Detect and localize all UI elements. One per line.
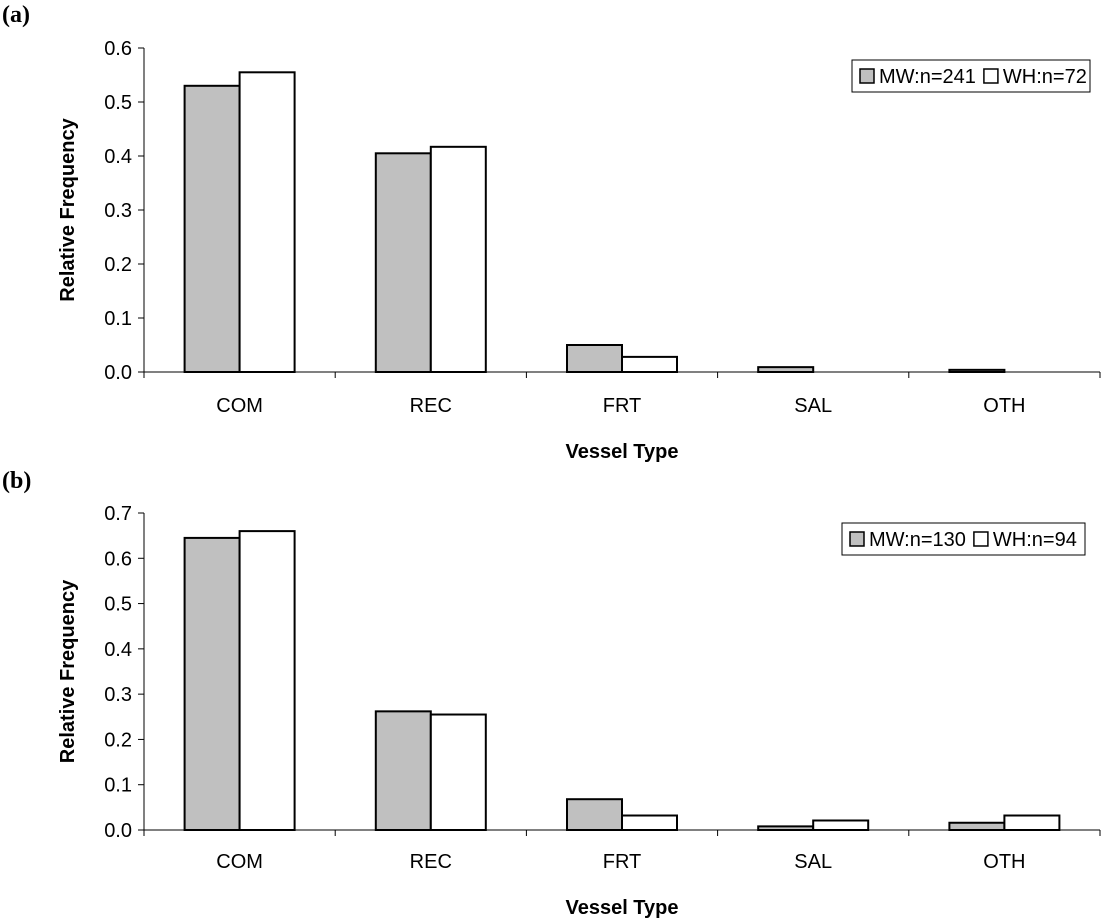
y-tick-label: 0.6 bbox=[104, 548, 132, 570]
y-tick-label: 0.1 bbox=[104, 308, 132, 330]
y-tick-label: 0.6 bbox=[104, 38, 132, 60]
x-tick-label: SAL bbox=[794, 395, 832, 417]
legend-entry-2: WH:n=94 bbox=[993, 529, 1077, 551]
x-tick-label: REC bbox=[410, 395, 452, 417]
legend-swatch-1 bbox=[859, 68, 875, 84]
bar-frt-series-2 bbox=[621, 355, 678, 374]
y-tick-label: 0.1 bbox=[104, 775, 132, 797]
y-axis-title: Relative Frequency bbox=[57, 117, 79, 301]
y-tick-label: 0.3 bbox=[104, 684, 132, 706]
bar-com-series-2 bbox=[238, 71, 296, 374]
bar-rec-series-1 bbox=[374, 710, 432, 832]
bar-frt-series-1 bbox=[566, 798, 623, 831]
x-tick-label: REC bbox=[410, 851, 452, 873]
y-tick-label: 0.4 bbox=[104, 639, 132, 661]
panel-label: (b) bbox=[2, 468, 31, 494]
y-tick-label: 0.4 bbox=[104, 146, 132, 168]
bar-sal-series-1 bbox=[757, 825, 815, 831]
legend-swatch-2 bbox=[973, 531, 989, 547]
bar-oth-series-2 bbox=[1003, 814, 1061, 831]
panel-label: (a) bbox=[2, 2, 30, 28]
x-tick-label: SAL bbox=[794, 851, 832, 873]
bar-com-series-1 bbox=[183, 536, 241, 832]
x-axis-title: Vessel Type bbox=[565, 897, 678, 919]
bar-rec-series-2 bbox=[429, 145, 487, 373]
legend: MW:n=130 WH:n=94 bbox=[841, 522, 1086, 556]
legend: MW:n=241 WH:n=72 bbox=[851, 59, 1091, 93]
y-tick-label: 0.0 bbox=[104, 362, 132, 384]
chart-panel-b: (b) COM REC FRT SAL OTH 0.0 0.1 0.2 0.3 0.4 0.5 0.6 0… bbox=[2, 468, 1101, 919]
bar-rec-series-1 bbox=[374, 152, 432, 373]
y-tick-label: 0.5 bbox=[104, 92, 132, 114]
legend-box bbox=[851, 59, 1091, 93]
y-tick-label: 0.5 bbox=[104, 594, 132, 616]
x-tick-label: OTH bbox=[983, 395, 1025, 417]
legend-entry-1: MW:n=241 bbox=[879, 66, 976, 88]
y-tick-label: 0.7 bbox=[104, 503, 132, 525]
x-tick-label: OTH bbox=[983, 851, 1025, 873]
bar-com-series-2 bbox=[238, 530, 296, 831]
y-tick-label: 0.2 bbox=[104, 729, 132, 751]
x-tick-label: FRT bbox=[603, 395, 642, 417]
legend-box bbox=[841, 522, 1086, 556]
bar-sal-series-1 bbox=[757, 366, 815, 374]
legend-entry-1: MW:n=130 bbox=[869, 529, 966, 551]
x-tick-label: COM bbox=[216, 851, 263, 873]
x-axis-title: Vessel Type bbox=[565, 441, 678, 463]
y-axis-title: Relative Frequency bbox=[57, 579, 79, 763]
x-tick-label: FRT bbox=[603, 851, 642, 873]
y-tick-label: 0.3 bbox=[104, 200, 132, 222]
bar-frt-series-1 bbox=[566, 344, 623, 373]
bar-oth-series-1 bbox=[948, 821, 1006, 831]
legend-swatch-2 bbox=[983, 68, 999, 84]
bar-sal-series-2 bbox=[812, 819, 870, 831]
bar-frt-series-2 bbox=[621, 814, 678, 831]
bar-rec-series-2 bbox=[429, 713, 487, 831]
y-tick-label: 0.2 bbox=[104, 254, 132, 276]
legend-entry-2: WH:n=72 bbox=[1003, 66, 1087, 88]
y-tick-label: 0.0 bbox=[104, 820, 132, 842]
chart-panel-a: (a) COM REC FRT SAL OTH 0.0 0.1 0.2 0.3 0.4 0.5 0.6 V… bbox=[2, 2, 1101, 463]
legend-swatch-1 bbox=[849, 531, 865, 547]
bar-com-series-1 bbox=[183, 84, 241, 374]
x-tick-label: COM bbox=[216, 395, 263, 417]
